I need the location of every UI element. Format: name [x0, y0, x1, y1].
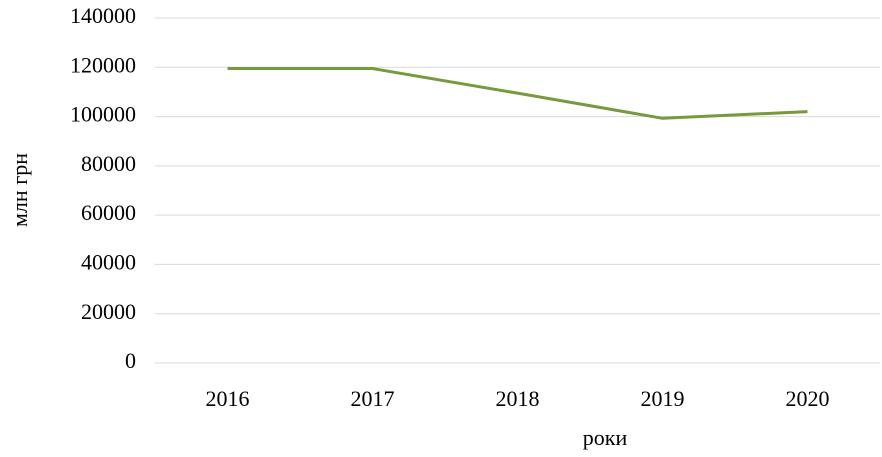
x-tick-label: 2016: [206, 386, 250, 411]
y-tick-label: 100000: [70, 102, 136, 127]
x-tick-label: 2017: [351, 386, 395, 411]
x-tick-label: 2019: [641, 386, 685, 411]
y-tick-label: 60000: [81, 200, 136, 225]
y-tick-label: 80000: [81, 151, 136, 176]
y-tick-label: 0: [125, 348, 136, 373]
x-tick-label: 2018: [496, 386, 540, 411]
y-axis-label: млн грн: [7, 153, 32, 227]
y-tick-label: 20000: [81, 299, 136, 324]
y-tick-label: 120000: [70, 52, 136, 77]
y-tick-label: 40000: [81, 249, 136, 274]
x-tick-label: 2020: [786, 386, 830, 411]
y-tick-label: 140000: [70, 3, 136, 28]
x-axis-label: роки: [583, 425, 628, 450]
line-series: [227, 67, 808, 120]
